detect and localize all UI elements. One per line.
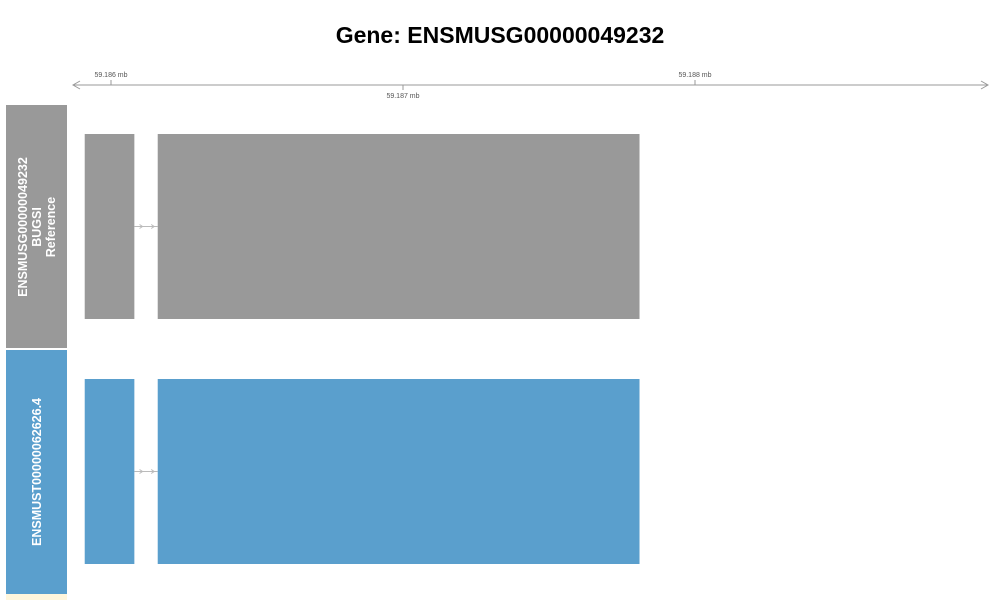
axis-left-arrow xyxy=(71,80,81,90)
intron-arrow-icon xyxy=(139,224,144,229)
axis-tick-label: 59.186 mb xyxy=(94,72,127,79)
panel-footer-strip xyxy=(6,594,67,600)
reference-gene-id: ENSMUSG00000049232 xyxy=(15,156,30,297)
intron-arrow-icon xyxy=(150,469,156,474)
track-panel-transcript-label: ENSMUST00000062626.4 xyxy=(30,398,44,546)
axis-tick-label: 59.188 mb xyxy=(678,72,711,79)
track-panel-reference-label: ENSMUSG00000049232 BUGSI Reference xyxy=(16,157,58,297)
exon-block xyxy=(84,134,135,319)
reference-group-name: BUGSI xyxy=(29,206,44,247)
exon-block xyxy=(84,379,135,564)
exon-block xyxy=(157,379,640,564)
intron-arrow-icon xyxy=(139,469,144,474)
axis-right-arrow xyxy=(980,80,990,90)
reference-type-label: Reference xyxy=(43,196,58,257)
track-panel-reference: ENSMUSG00000049232 BUGSI Reference xyxy=(6,105,67,348)
track-panel-transcript: ENSMUST00000062626.4 xyxy=(6,350,67,594)
exon-block xyxy=(157,134,640,319)
transcript-tracks xyxy=(84,134,640,564)
intron-arrow-icon xyxy=(150,224,156,229)
genomic-axis: 59.186 mb 59.187 mb 59.188 mb xyxy=(71,72,990,100)
axis-tick-label: 59.187 mb xyxy=(386,93,419,100)
transcript-id: ENSMUST00000062626.4 xyxy=(29,397,44,547)
page-title: Gene: ENSMUSG00000049232 xyxy=(335,22,665,48)
